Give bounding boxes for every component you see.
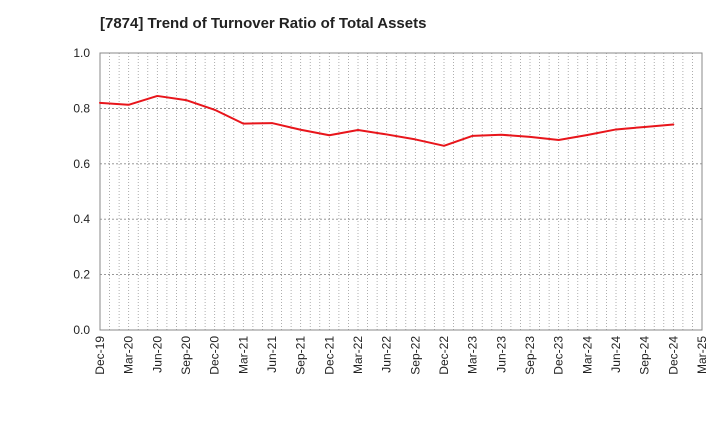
x-tick-label: Dec-24: [666, 336, 680, 375]
plot-area: [99, 52, 703, 331]
y-tick-label: 0.0: [73, 323, 90, 337]
chart-title: [7874] Trend of Turnover Ratio of Total …: [100, 15, 427, 32]
x-tick-label: Dec-19: [93, 336, 107, 375]
x-tick-label: Sep-20: [179, 336, 193, 375]
grid-lines: [100, 53, 702, 330]
x-tick-label: Jun-24: [609, 336, 623, 373]
x-tick-label: Sep-21: [294, 336, 308, 375]
x-tick-label: Mar-20: [122, 336, 136, 374]
x-tick-label: Sep-23: [523, 336, 537, 375]
x-axis: Dec-19 Mar-20 Jun-20 Sep-20 Dec-20 Mar-21 Jun-…: [93, 336, 709, 375]
x-tick-label: Jun-22: [380, 336, 394, 373]
x-tick-label: Mar-23: [466, 336, 480, 374]
series-line: [99, 94, 675, 147]
x-tick-label: Jun-23: [494, 336, 508, 373]
y-tick-label: 0.2: [73, 268, 90, 282]
y-tick-label: 0.6: [73, 157, 90, 171]
y-tick-label: 0.8: [73, 101, 90, 115]
x-tick-label: Sep-24: [638, 336, 652, 375]
x-tick-label: Dec-22: [437, 336, 451, 375]
y-tick-label: 0.4: [73, 212, 90, 226]
x-tick-label: Jun-20: [150, 336, 164, 373]
x-tick-label: Dec-23: [552, 336, 566, 375]
x-tick-label: Mar-21: [236, 336, 250, 374]
x-tick-label: Sep-22: [408, 336, 422, 375]
x-tick-label: Dec-21: [322, 336, 336, 375]
x-tick-label: Dec-20: [208, 336, 222, 375]
y-tick-label: 1.0: [73, 46, 90, 60]
x-tick-label: Mar-22: [351, 336, 365, 374]
x-tick-label: Jun-21: [265, 336, 279, 373]
x-tick-label: Mar-25: [695, 336, 709, 374]
y-axis: 0.0 0.2 0.4 0.6 0.8 1.0: [73, 46, 90, 337]
x-tick-label: Mar-24: [580, 336, 594, 374]
series-layer: [99, 94, 675, 147]
